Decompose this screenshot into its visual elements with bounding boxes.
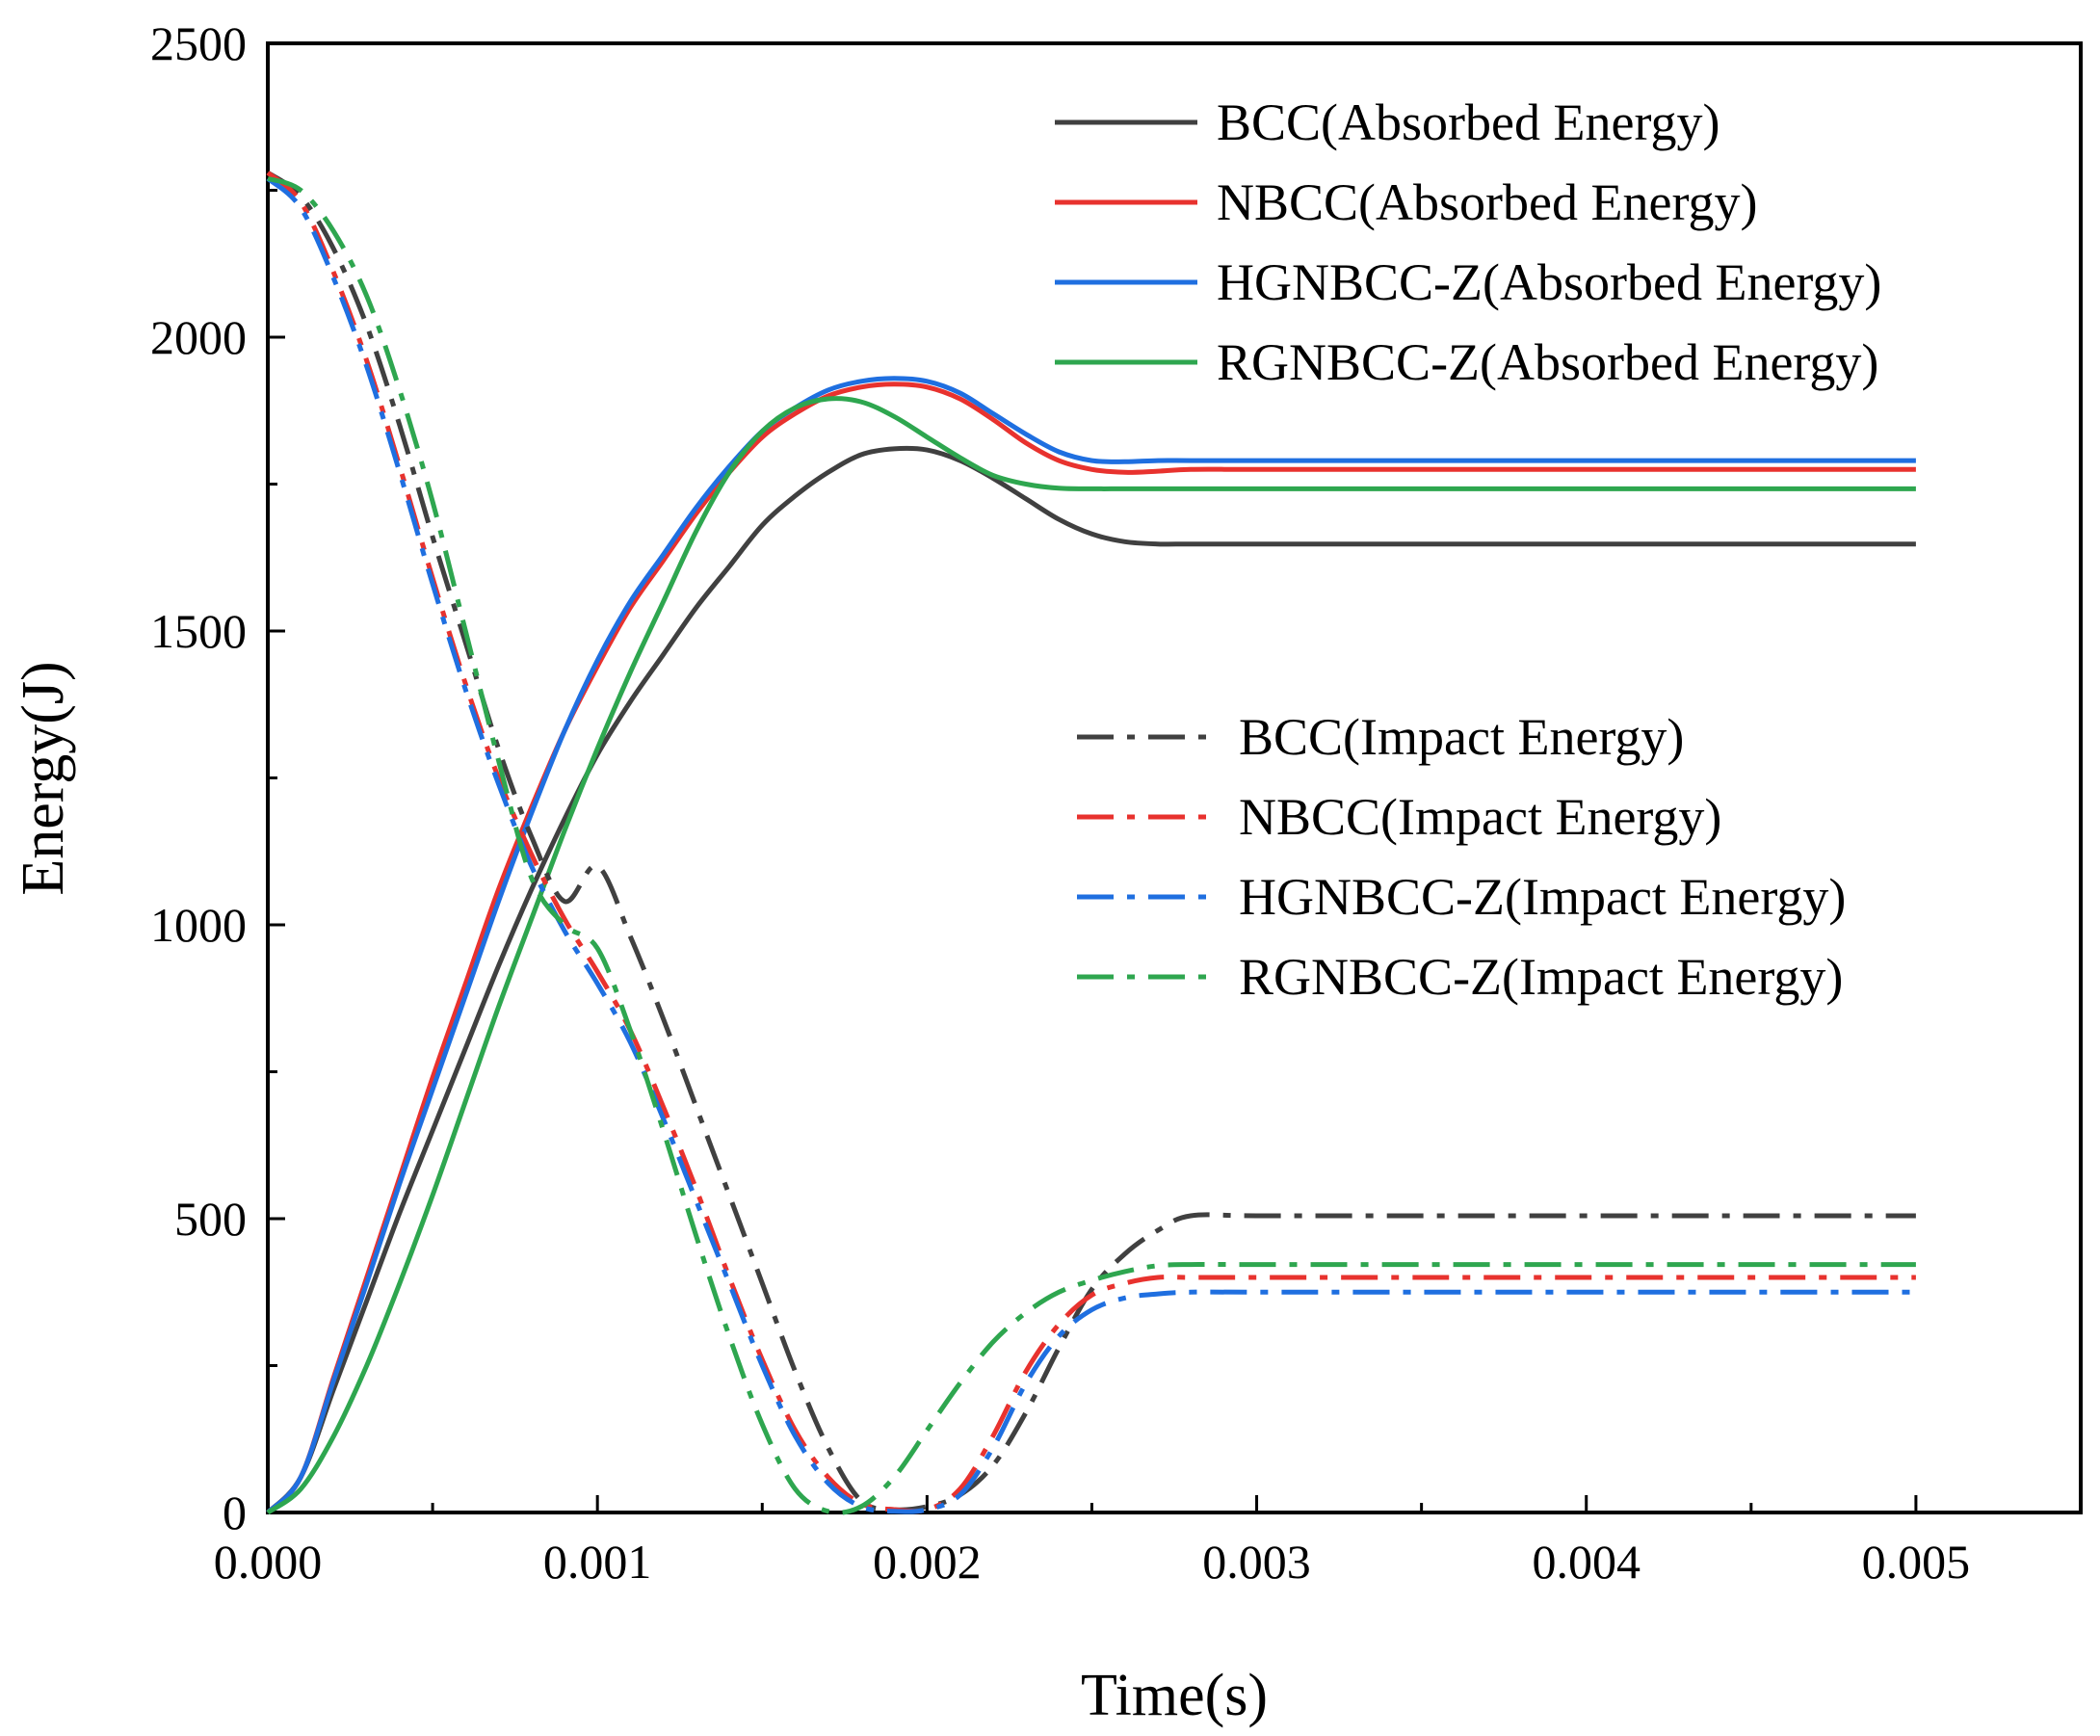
series-line-7 — [267, 175, 1916, 1515]
x-axis-title: Time(s) — [1081, 1663, 1268, 1728]
y-tick-label: 1000 — [150, 898, 247, 952]
x-tick-label: 0.004 — [1532, 1535, 1641, 1589]
legend-label: NBCC(Impact Energy) — [1239, 788, 1721, 846]
legend-label: BCC(Absorbed Energy) — [1217, 93, 1719, 151]
series-lines — [266, 171, 1916, 1515]
legend-label: RGNBCC-Z(Absorbed Energy) — [1217, 333, 1878, 391]
y-axis-title: Energy(J) — [11, 661, 76, 895]
legend-impact: BCC(Impact Energy) NBCC(Impact Energy) HGN… — [1077, 708, 1846, 1006]
x-tick-label: 0.005 — [1862, 1535, 1971, 1589]
legend-absorbed: BCC(Absorbed Energy) NBCC(Absorbed Energy… — [1055, 93, 1881, 391]
x-tick-label: 0.001 — [543, 1535, 652, 1589]
y-tick-label: 0 — [223, 1486, 247, 1539]
series-line-5 — [266, 171, 1916, 1514]
legend-label: HGNBCC-Z(Absorbed Energy) — [1217, 253, 1881, 311]
y-tick-label: 500 — [174, 1192, 247, 1246]
legend-label: BCC(Impact Energy) — [1239, 708, 1684, 766]
series-line-2 — [266, 376, 1916, 1514]
x-axis-ticks: 0.000 0.001 0.002 0.003 0.004 0.005 — [214, 1495, 1970, 1589]
series-line-4 — [266, 171, 1916, 1512]
legend-label: RGNBCC-Z(Impact Energy) — [1239, 948, 1843, 1006]
y-tick-label: 1500 — [150, 604, 247, 658]
x-tick-label: 0.002 — [873, 1535, 982, 1589]
legend-label: NBCC(Absorbed Energy) — [1217, 173, 1757, 231]
series-line-0 — [266, 445, 1916, 1514]
y-tick-label: 2000 — [150, 310, 247, 364]
x-tick-label: 0.003 — [1202, 1535, 1311, 1589]
series-line-6 — [266, 176, 1916, 1514]
legend-label: HGNBCC-Z(Impact Energy) — [1239, 868, 1846, 926]
y-axis-ticks: 0 500 1000 1500 2000 2500 — [150, 16, 285, 1539]
series-line-3 — [266, 396, 1916, 1515]
y-tick-label: 2500 — [150, 16, 247, 70]
x-tick-label: 0.000 — [214, 1535, 323, 1589]
